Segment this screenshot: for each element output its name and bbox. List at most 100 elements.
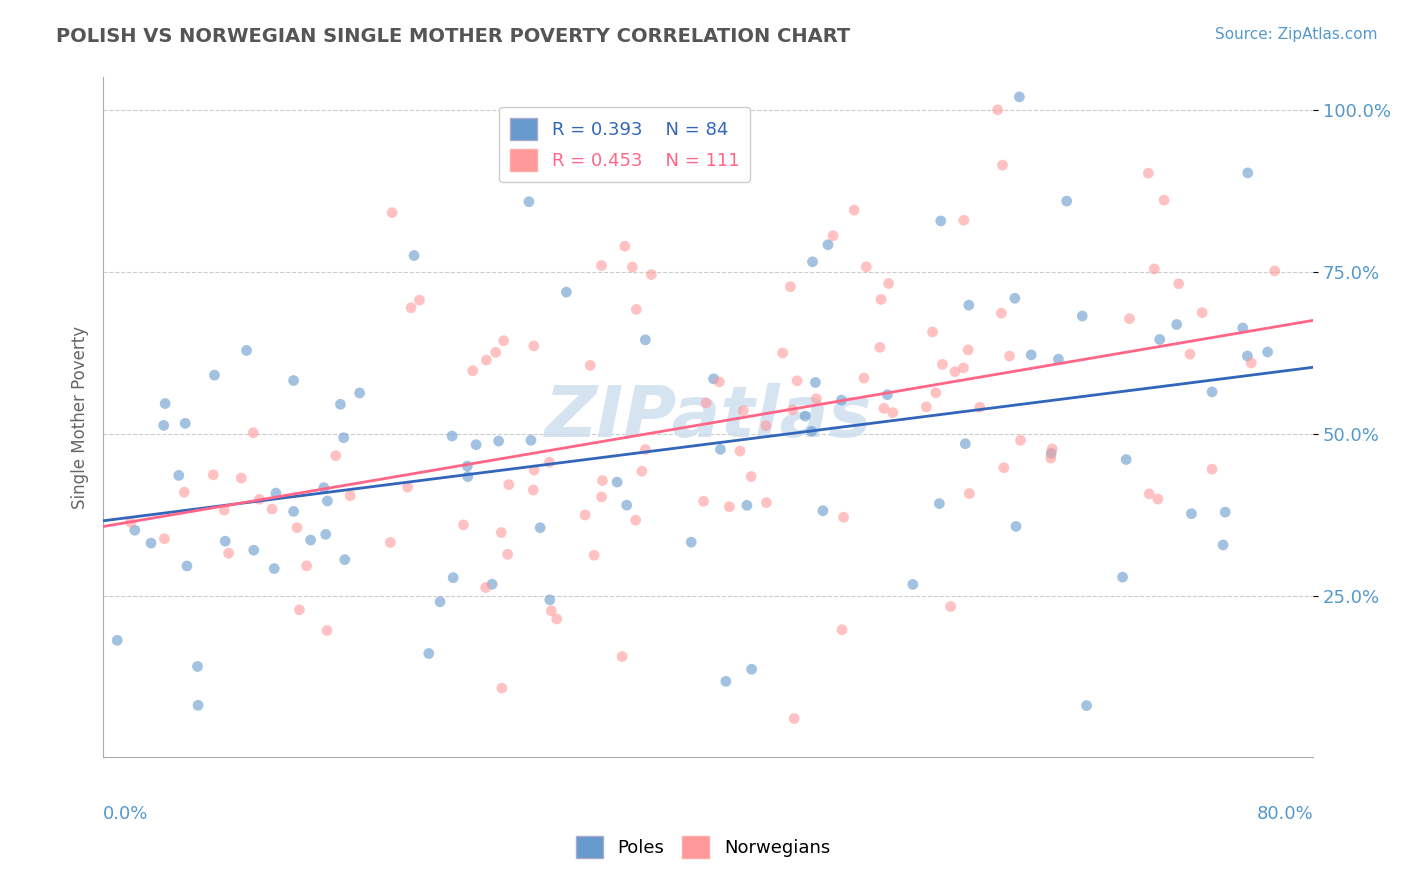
Point	[1180, 507, 1202, 521]
Point	[174, 417, 197, 431]
Point	[204, 368, 226, 383]
Point	[991, 158, 1014, 172]
Point	[943, 365, 966, 379]
Point	[523, 339, 546, 353]
Point	[408, 293, 430, 307]
Point	[1137, 166, 1160, 180]
Point	[329, 397, 352, 411]
Point	[804, 376, 827, 390]
Point	[242, 543, 264, 558]
Point	[538, 592, 561, 607]
Point	[852, 371, 875, 385]
Point	[631, 464, 654, 478]
Point	[1147, 492, 1170, 507]
Legend: R = 0.393    N = 84, R = 0.453    N = 111: R = 0.393 N = 84, R = 0.453 N = 111	[499, 107, 751, 182]
Point	[481, 577, 503, 591]
Point	[316, 624, 339, 638]
Text: ZIPatlas: ZIPatlas	[544, 383, 872, 452]
Point	[186, 659, 208, 673]
Point	[955, 436, 977, 450]
Point	[1019, 348, 1042, 362]
Point	[591, 259, 613, 273]
Point	[295, 558, 318, 573]
Point	[176, 558, 198, 573]
Point	[692, 494, 714, 508]
Point	[262, 502, 284, 516]
Point	[610, 649, 633, 664]
Point	[152, 418, 174, 433]
Point	[1167, 277, 1189, 291]
Point	[441, 571, 464, 585]
Point	[626, 302, 648, 317]
Point	[925, 385, 948, 400]
Point	[492, 334, 515, 348]
Point	[263, 561, 285, 575]
Point	[811, 504, 834, 518]
Point	[1149, 333, 1171, 347]
Point	[249, 492, 271, 507]
Point	[333, 552, 356, 566]
Point	[520, 434, 543, 448]
Point	[1201, 384, 1223, 399]
Y-axis label: Single Mother Poverty: Single Mother Poverty	[72, 326, 89, 509]
Point	[1004, 291, 1026, 305]
Point	[485, 345, 508, 359]
Point	[1236, 166, 1258, 180]
Point	[832, 510, 855, 524]
Point	[1056, 194, 1078, 208]
Point	[1040, 442, 1063, 456]
Point	[1257, 345, 1279, 359]
Point	[1236, 349, 1258, 363]
Point	[1264, 264, 1286, 278]
Point	[1137, 487, 1160, 501]
Point	[616, 498, 638, 512]
Point	[540, 604, 562, 618]
Point	[517, 194, 540, 209]
Point	[583, 548, 606, 562]
Point	[381, 205, 404, 219]
Point	[877, 277, 900, 291]
Point	[998, 349, 1021, 363]
Point	[418, 647, 440, 661]
Point	[735, 499, 758, 513]
Point	[844, 203, 866, 218]
Point	[718, 500, 741, 514]
Point	[187, 698, 209, 713]
Point	[475, 353, 498, 368]
Point	[823, 228, 845, 243]
Point	[817, 237, 839, 252]
Point	[634, 442, 657, 457]
Point	[1039, 451, 1062, 466]
Text: 0.0%: 0.0%	[103, 805, 149, 823]
Point	[523, 463, 546, 477]
Point	[921, 325, 943, 339]
Point	[456, 459, 478, 474]
Point	[928, 497, 950, 511]
Point	[396, 480, 419, 494]
Point	[242, 425, 264, 440]
Point	[312, 481, 335, 495]
Text: POLISH VS NORWEGIAN SINGLE MOTHER POVERTY CORRELATION CHART: POLISH VS NORWEGIAN SINGLE MOTHER POVERT…	[56, 27, 851, 45]
Point	[830, 393, 852, 408]
Point	[474, 581, 496, 595]
Point	[1166, 318, 1188, 332]
Point	[624, 513, 647, 527]
Point	[120, 515, 142, 529]
Point	[1212, 538, 1234, 552]
Point	[212, 503, 235, 517]
Point	[987, 103, 1010, 117]
Legend: Poles, Norwegians: Poles, Norwegians	[568, 829, 838, 865]
Point	[740, 469, 762, 483]
Point	[283, 374, 305, 388]
Point	[465, 437, 488, 451]
Point	[709, 375, 731, 389]
Point	[1118, 311, 1140, 326]
Point	[755, 418, 778, 433]
Point	[990, 306, 1012, 320]
Point	[1191, 306, 1213, 320]
Point	[621, 260, 644, 274]
Point	[538, 455, 561, 469]
Point	[579, 359, 602, 373]
Point	[782, 402, 804, 417]
Point	[957, 343, 980, 357]
